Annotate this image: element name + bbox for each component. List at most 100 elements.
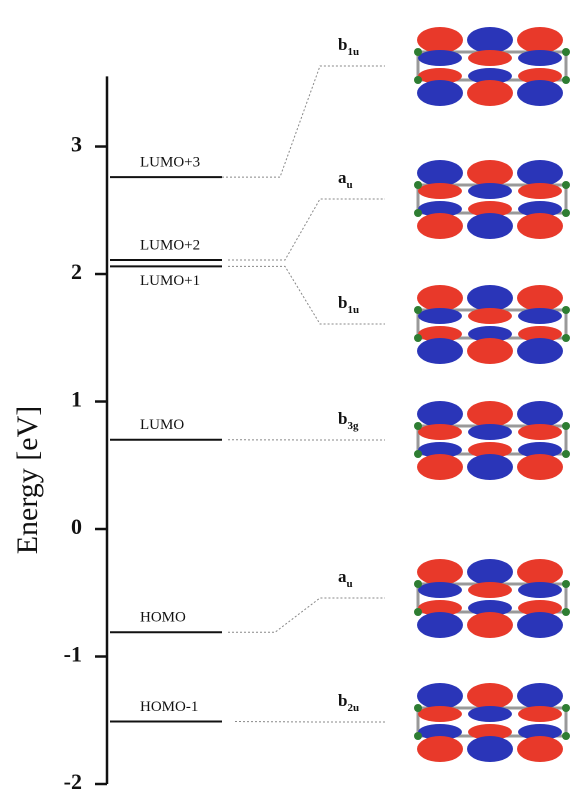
lobe xyxy=(517,338,563,364)
lobe xyxy=(417,454,463,480)
lobe xyxy=(417,213,463,239)
lobe xyxy=(517,612,563,638)
lobe xyxy=(518,706,562,722)
lobe xyxy=(467,160,513,186)
y-tick-label: 0 xyxy=(71,514,82,539)
lobe xyxy=(467,559,513,585)
symmetry-sub: 1u xyxy=(347,46,359,58)
atom xyxy=(414,608,422,616)
symmetry-base: b xyxy=(338,293,347,312)
lobe xyxy=(417,401,463,427)
atom xyxy=(414,334,422,342)
atom xyxy=(562,732,570,740)
atom xyxy=(414,48,422,56)
symmetry-base: b xyxy=(338,35,347,54)
lobe xyxy=(467,213,513,239)
symmetry-label: b1u xyxy=(338,35,359,58)
atom xyxy=(562,422,570,430)
atom xyxy=(414,209,422,217)
atom xyxy=(414,450,422,458)
level-label: LUMO+1 xyxy=(140,273,200,289)
symmetry-base: b xyxy=(338,409,347,428)
lobe xyxy=(518,424,562,440)
lobe xyxy=(518,308,562,324)
atom xyxy=(562,704,570,712)
y-tick-label: 3 xyxy=(71,132,82,157)
lobe xyxy=(467,683,513,709)
atom xyxy=(562,306,570,314)
lobe xyxy=(467,27,513,53)
lobe xyxy=(467,454,513,480)
lobe xyxy=(468,308,512,324)
lobe xyxy=(517,683,563,709)
lobe xyxy=(518,183,562,199)
atom xyxy=(562,209,570,217)
lobe xyxy=(417,160,463,186)
lobe xyxy=(417,80,463,106)
connector xyxy=(228,598,385,632)
symmetry-label: au xyxy=(338,168,353,191)
lobe xyxy=(517,559,563,585)
atom xyxy=(562,608,570,616)
symmetry-sub: 1u xyxy=(347,304,359,316)
lobe xyxy=(417,736,463,762)
atom xyxy=(414,306,422,314)
level-label: HOMO-1 xyxy=(140,699,198,715)
level-label: HOMO xyxy=(140,610,186,626)
lobe xyxy=(468,706,512,722)
symmetry-label: au xyxy=(338,567,353,590)
lobe xyxy=(517,736,563,762)
symmetry-sub: 2u xyxy=(347,702,359,714)
atom xyxy=(562,580,570,588)
lobe xyxy=(517,454,563,480)
lobe xyxy=(517,213,563,239)
lobe xyxy=(417,285,463,311)
symmetry-label: b1u xyxy=(338,293,359,316)
lobe xyxy=(518,582,562,598)
atom xyxy=(414,76,422,84)
y-axis-label: Energy [eV] xyxy=(11,406,44,555)
atom xyxy=(414,422,422,430)
atom xyxy=(562,48,570,56)
lobe xyxy=(468,183,512,199)
level-label: LUMO xyxy=(140,417,184,433)
orbital-picture xyxy=(414,285,570,364)
lobe xyxy=(418,50,462,66)
atom xyxy=(414,732,422,740)
connector xyxy=(222,66,385,177)
orbital-picture xyxy=(414,160,570,239)
lobe xyxy=(467,736,513,762)
lobe xyxy=(467,285,513,311)
y-tick-label: 1 xyxy=(71,387,82,412)
orbital-picture xyxy=(414,559,570,638)
symmetry-label: b2u xyxy=(338,691,359,714)
atom xyxy=(414,704,422,712)
level-label: LUMO+3 xyxy=(140,155,200,171)
atom xyxy=(562,181,570,189)
page: {"chart_data": {"type": "energy-level", … xyxy=(0,0,581,794)
symmetry-sub: u xyxy=(347,578,353,590)
lobe xyxy=(468,50,512,66)
lobe xyxy=(418,706,462,722)
atom xyxy=(562,334,570,342)
lobe xyxy=(517,160,563,186)
lobe xyxy=(468,582,512,598)
connector xyxy=(228,266,385,324)
lobe xyxy=(417,559,463,585)
level-label: LUMO+2 xyxy=(140,237,200,253)
lobe xyxy=(417,27,463,53)
lobe xyxy=(467,401,513,427)
lobe xyxy=(518,50,562,66)
lobe xyxy=(417,612,463,638)
lobe xyxy=(418,308,462,324)
lobe xyxy=(467,338,513,364)
symmetry-base: b xyxy=(338,691,347,710)
atom xyxy=(562,450,570,458)
lobe xyxy=(468,424,512,440)
symmetry-label: b3g xyxy=(338,409,359,432)
lobe xyxy=(417,683,463,709)
atom xyxy=(414,181,422,189)
lobe xyxy=(467,80,513,106)
lobe xyxy=(517,80,563,106)
symmetry-sub: u xyxy=(347,179,353,191)
